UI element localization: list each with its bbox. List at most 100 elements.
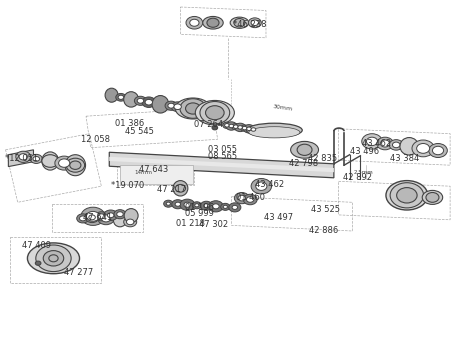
Circle shape xyxy=(212,126,218,130)
Circle shape xyxy=(30,154,42,163)
Circle shape xyxy=(168,103,174,108)
Circle shape xyxy=(180,199,195,210)
Circle shape xyxy=(392,142,400,148)
Circle shape xyxy=(171,102,184,112)
Text: 47 302: 47 302 xyxy=(199,220,228,229)
Circle shape xyxy=(126,219,134,225)
Text: 42 892: 42 892 xyxy=(343,173,372,182)
Text: *19 070: *19 070 xyxy=(111,181,144,190)
Ellipse shape xyxy=(203,16,223,29)
Text: 47 409: 47 409 xyxy=(22,241,51,250)
Circle shape xyxy=(104,210,118,220)
Ellipse shape xyxy=(230,17,249,28)
Text: *46 238: *46 238 xyxy=(232,20,266,29)
Circle shape xyxy=(380,140,390,147)
Text: 03 055: 03 055 xyxy=(208,145,237,154)
Circle shape xyxy=(59,159,70,167)
Circle shape xyxy=(251,20,259,26)
Text: 45 545: 45 545 xyxy=(125,127,153,136)
Circle shape xyxy=(114,210,126,219)
Circle shape xyxy=(232,124,240,130)
Text: 42 886: 42 886 xyxy=(309,226,339,235)
Circle shape xyxy=(166,202,170,205)
Polygon shape xyxy=(8,150,33,167)
Ellipse shape xyxy=(175,98,211,119)
Circle shape xyxy=(366,137,378,146)
Circle shape xyxy=(251,128,256,131)
Circle shape xyxy=(81,207,105,225)
Circle shape xyxy=(234,123,246,132)
Circle shape xyxy=(432,146,444,155)
Circle shape xyxy=(174,104,181,110)
Circle shape xyxy=(207,18,219,27)
Circle shape xyxy=(234,19,245,27)
Text: 01 196: 01 196 xyxy=(185,203,214,212)
Circle shape xyxy=(186,103,200,114)
Circle shape xyxy=(77,214,89,223)
Text: 08 565: 08 565 xyxy=(208,152,238,161)
Text: 47 217: 47 217 xyxy=(157,185,186,194)
Ellipse shape xyxy=(386,181,428,210)
Circle shape xyxy=(200,102,230,124)
Text: 2.5mm: 2.5mm xyxy=(354,170,373,175)
Polygon shape xyxy=(120,165,193,184)
Circle shape xyxy=(89,215,95,220)
Circle shape xyxy=(206,106,224,120)
Circle shape xyxy=(190,19,199,26)
Circle shape xyxy=(116,93,126,101)
Circle shape xyxy=(208,201,223,212)
Ellipse shape xyxy=(113,214,126,227)
Circle shape xyxy=(49,255,58,262)
Circle shape xyxy=(229,203,241,212)
Circle shape xyxy=(137,98,144,103)
Circle shape xyxy=(246,197,254,202)
Circle shape xyxy=(175,184,186,192)
Text: 43 384: 43 384 xyxy=(390,154,419,163)
Text: *12 051: *12 051 xyxy=(5,154,38,163)
Circle shape xyxy=(175,202,180,206)
Circle shape xyxy=(213,204,219,209)
Text: 30mm: 30mm xyxy=(272,104,293,112)
Circle shape xyxy=(134,96,146,105)
Circle shape xyxy=(16,151,31,162)
Ellipse shape xyxy=(65,155,86,176)
Circle shape xyxy=(426,193,439,202)
Ellipse shape xyxy=(246,123,302,137)
Circle shape xyxy=(412,140,434,157)
Circle shape xyxy=(184,202,191,207)
Text: 47 277: 47 277 xyxy=(64,268,93,277)
Circle shape xyxy=(85,212,99,223)
Circle shape xyxy=(238,126,242,129)
Circle shape xyxy=(35,261,41,265)
Ellipse shape xyxy=(173,181,188,196)
Text: 42 835: 42 835 xyxy=(308,154,337,163)
Text: 43 496: 43 496 xyxy=(350,147,379,156)
Circle shape xyxy=(33,156,40,161)
Ellipse shape xyxy=(42,152,59,170)
Circle shape xyxy=(172,199,184,209)
Circle shape xyxy=(226,122,237,130)
Circle shape xyxy=(204,204,209,208)
Polygon shape xyxy=(109,157,334,172)
Text: 43 497: 43 497 xyxy=(264,213,293,222)
Ellipse shape xyxy=(27,243,80,274)
Ellipse shape xyxy=(105,88,118,102)
Text: 01 218: 01 218 xyxy=(176,219,205,228)
Circle shape xyxy=(98,214,105,219)
Circle shape xyxy=(247,127,252,131)
Text: 47 643: 47 643 xyxy=(139,165,168,174)
Ellipse shape xyxy=(124,209,138,223)
Ellipse shape xyxy=(195,100,234,125)
Ellipse shape xyxy=(249,127,300,138)
Circle shape xyxy=(70,161,81,169)
Circle shape xyxy=(165,101,177,110)
Circle shape xyxy=(200,201,213,210)
Text: 12 058: 12 058 xyxy=(81,135,110,145)
Circle shape xyxy=(256,182,267,190)
Circle shape xyxy=(164,200,173,207)
Ellipse shape xyxy=(291,141,319,158)
Circle shape xyxy=(225,124,229,127)
Text: 42 798: 42 798 xyxy=(289,159,319,168)
Text: 43 462: 43 462 xyxy=(255,180,284,189)
Ellipse shape xyxy=(400,138,418,155)
